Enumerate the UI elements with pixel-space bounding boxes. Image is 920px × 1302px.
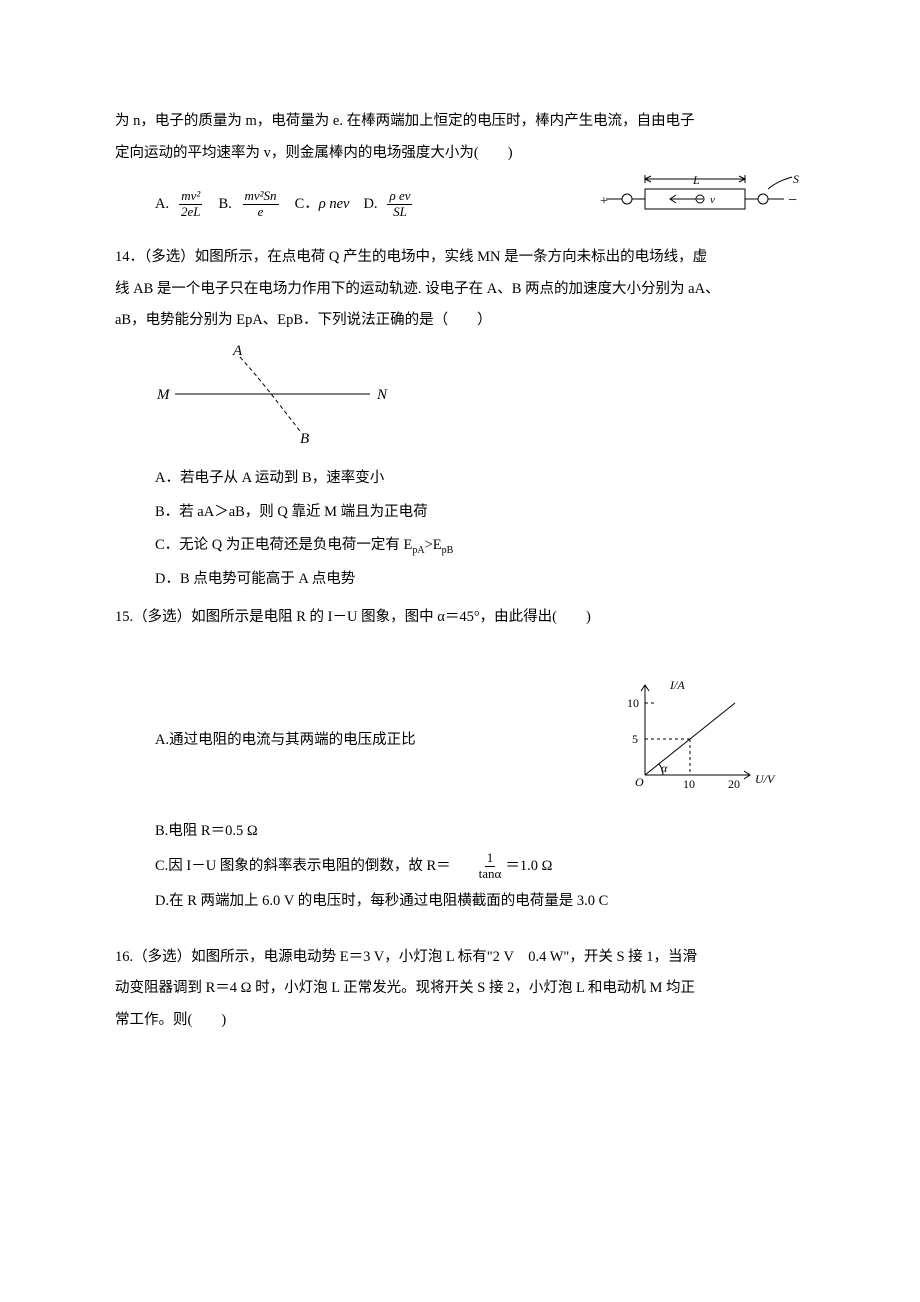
q14-stem1: 14．（多选）如图所示，在点电荷 Q 产生的电场中，实线 MN 是一条方向未标出…	[115, 244, 805, 272]
q15-optC-den: tanα	[477, 867, 504, 882]
q14-figure: A B M N	[115, 339, 805, 460]
optA-frac: mv² 2eL	[179, 189, 203, 220]
optD-den: SL	[391, 205, 409, 220]
B-label: B	[300, 431, 309, 447]
q15-figure: I/A U/V 5 10 10 20 O α	[615, 675, 785, 806]
S-label: S	[793, 172, 799, 186]
optA-label: A.	[155, 191, 177, 219]
q14-optC-pA: pA	[412, 545, 424, 556]
q15-optD: D.在 R 两端加上 6.0 V 的电压时，每秒通过电阻横截面的电荷量是 3.0…	[115, 888, 805, 916]
L-label: L	[692, 173, 700, 187]
optB-frac: mv²Sn e	[243, 189, 279, 220]
q14-stem2: 线 AB 是一个电子只在电场力作用下的运动轨迹. 设电子在 A、B 两点的加速度…	[115, 276, 805, 304]
xtick10: 10	[683, 777, 695, 791]
optB-label: B.	[219, 191, 241, 219]
plus-label: +	[600, 194, 608, 209]
minus-label: −	[788, 192, 797, 209]
q14-stem3: aB，电势能分别为 EpA、EpB．下列说法正确的是（ ）	[115, 307, 805, 335]
q13-line2: 定向运动的平均速率为 v，则金属棒内的电场强度大小为( )	[115, 140, 805, 168]
q15-optC-post: ＝1.0 Ω	[505, 853, 552, 881]
optB-den: e	[256, 205, 266, 220]
optB-num: mv²Sn	[243, 189, 279, 205]
N-label: N	[376, 387, 388, 403]
xlabel: U/V	[755, 772, 776, 786]
q15-optC-num: 1	[485, 851, 496, 867]
q15-optC-frac: 1 tanα	[477, 851, 504, 882]
q16-stem2: 动变阻器调到 R＝4 Ω 时，小灯泡 L 正常发光。现将开关 S 接 2，小灯泡…	[115, 975, 805, 1003]
ytick10: 10	[627, 696, 639, 710]
M-label: M	[156, 387, 171, 403]
q14-optC-pB: pB	[442, 545, 454, 556]
optC-label: C．	[295, 191, 319, 219]
q15-optC: C.因 I－U 图象的斜率表示电阻的倒数，故 R＝ 1 tanα ＝1.0 Ω	[115, 851, 805, 882]
q14-optC-pre: C．无论 Q 为正电荷还是负电荷一定有 E	[155, 537, 412, 553]
optA-den: 2eL	[179, 205, 203, 220]
optD-num: ρ ev	[387, 189, 412, 205]
optD-frac: ρ ev SL	[387, 189, 412, 220]
q13-options: A. mv² 2eL B. mv²Sn e C． ρ nev D. ρ ev S…	[115, 189, 414, 220]
v-label: v	[710, 194, 715, 206]
q15-optB: B.电阻 R＝0.5 Ω	[115, 818, 805, 846]
q14-optA: A．若电子从 A 运动到 B，速率变小	[115, 465, 805, 493]
q14-optB: B．若 aA＞aB，则 Q 靠近 M 端且为正电荷	[115, 499, 805, 527]
q14-optD: D．B 点电势可能高于 A 点电势	[115, 566, 805, 594]
optC-text: ρ nev	[319, 191, 350, 219]
ytick5: 5	[632, 732, 638, 746]
q15-stem: 15.（多选）如图所示是电阻 R 的 I－U 图象，图中 α＝45°，由此得出(…	[115, 604, 805, 632]
q16-stem3: 常工作。则( )	[115, 1007, 805, 1035]
optA-num: mv²	[179, 189, 202, 205]
optD-label: D.	[363, 191, 385, 219]
origin: O	[635, 775, 644, 789]
q14-optC: C．无论 Q 为正电荷还是负电荷一定有 EpA>EpB	[115, 532, 805, 560]
xtick20: 20	[728, 777, 740, 791]
q13-line1: 为 n，电子的质量为 m，电荷量为 e. 在棒两端加上恒定的电压时，棒内产生电流…	[115, 108, 805, 136]
ylabel: I/A	[669, 678, 685, 692]
q13-figure: L v S + −	[600, 171, 805, 238]
A-label: A	[232, 343, 243, 359]
q15-optC-pre: C.因 I－U 图象的斜率表示电阻的倒数，故 R＝	[155, 853, 451, 881]
q15-optA: A.通过电阻的电流与其两端的电压成正比	[115, 727, 615, 755]
alpha: α	[661, 761, 668, 775]
q16-stem1: 16.（多选）如图所示，电源电动势 E＝3 V，小灯泡 L 标有"2 V 0.4…	[115, 944, 805, 972]
q14-optC-gt: >E	[425, 537, 442, 553]
